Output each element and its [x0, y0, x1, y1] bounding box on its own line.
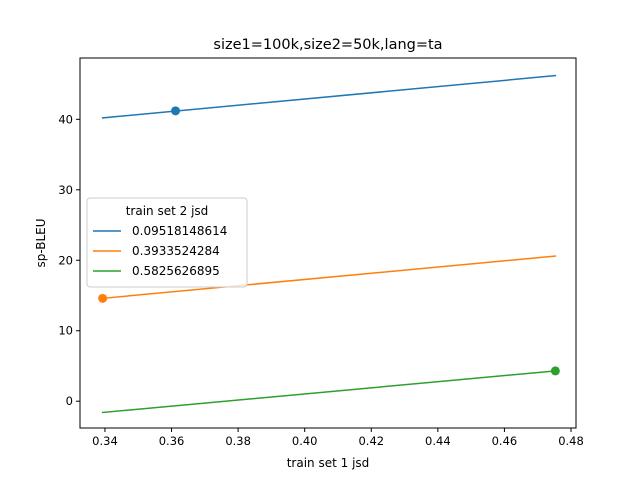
x-tick-label: 0.40 [292, 434, 318, 448]
plot-marks [98, 74, 560, 414]
y-tick-label: 10 [58, 324, 73, 338]
series-point-2 [98, 293, 108, 303]
chart-title: size1=100k,size2=50k,lang=ta [213, 37, 442, 53]
series-line-2 [101, 255, 557, 300]
legend-label-1: 0.09518148614 [132, 224, 227, 238]
y-tick-label: 0 [66, 394, 73, 408]
legend-label-3: 0.5825626895 [132, 264, 220, 278]
x-tick-label: 0.44 [425, 434, 451, 448]
y-tick-label: 30 [58, 183, 73, 197]
legend-title: train set 2 jsd [126, 204, 209, 218]
series-line-3 [101, 370, 557, 414]
x-tick-label: 0.46 [492, 434, 518, 448]
x-tick-label: 0.36 [159, 434, 185, 448]
x-axis-ticks: 0.34 0.36 0.38 0.40 0.42 0.44 0.46 0.48 [92, 428, 584, 448]
x-tick-label: 0.38 [225, 434, 251, 448]
y-axis-label: sp-BLEU [34, 218, 48, 267]
series-point-1 [171, 106, 181, 116]
x-tick-label: 0.42 [358, 434, 384, 448]
x-tick-label: 0.34 [92, 434, 118, 448]
series-line-1 [101, 74, 557, 119]
x-axis-label: train set 1 jsd [287, 456, 370, 470]
legend-box [86, 197, 248, 288]
legend-label-2: 0.3933524284 [132, 244, 220, 258]
axes-frame [79, 57, 577, 429]
x-tick-label: 0.48 [558, 434, 584, 448]
series-point-3 [550, 366, 560, 376]
legend-entries: 0.09518148614 0.3933524284 0.5825626895 [93, 224, 227, 278]
legend: train set 2 jsd 0.09518148614 0.393352428… [86, 197, 248, 288]
y-tick-label: 20 [58, 253, 73, 267]
y-tick-label: 40 [58, 112, 73, 126]
y-axis-ticks: 0 10 20 30 40 [58, 112, 80, 408]
